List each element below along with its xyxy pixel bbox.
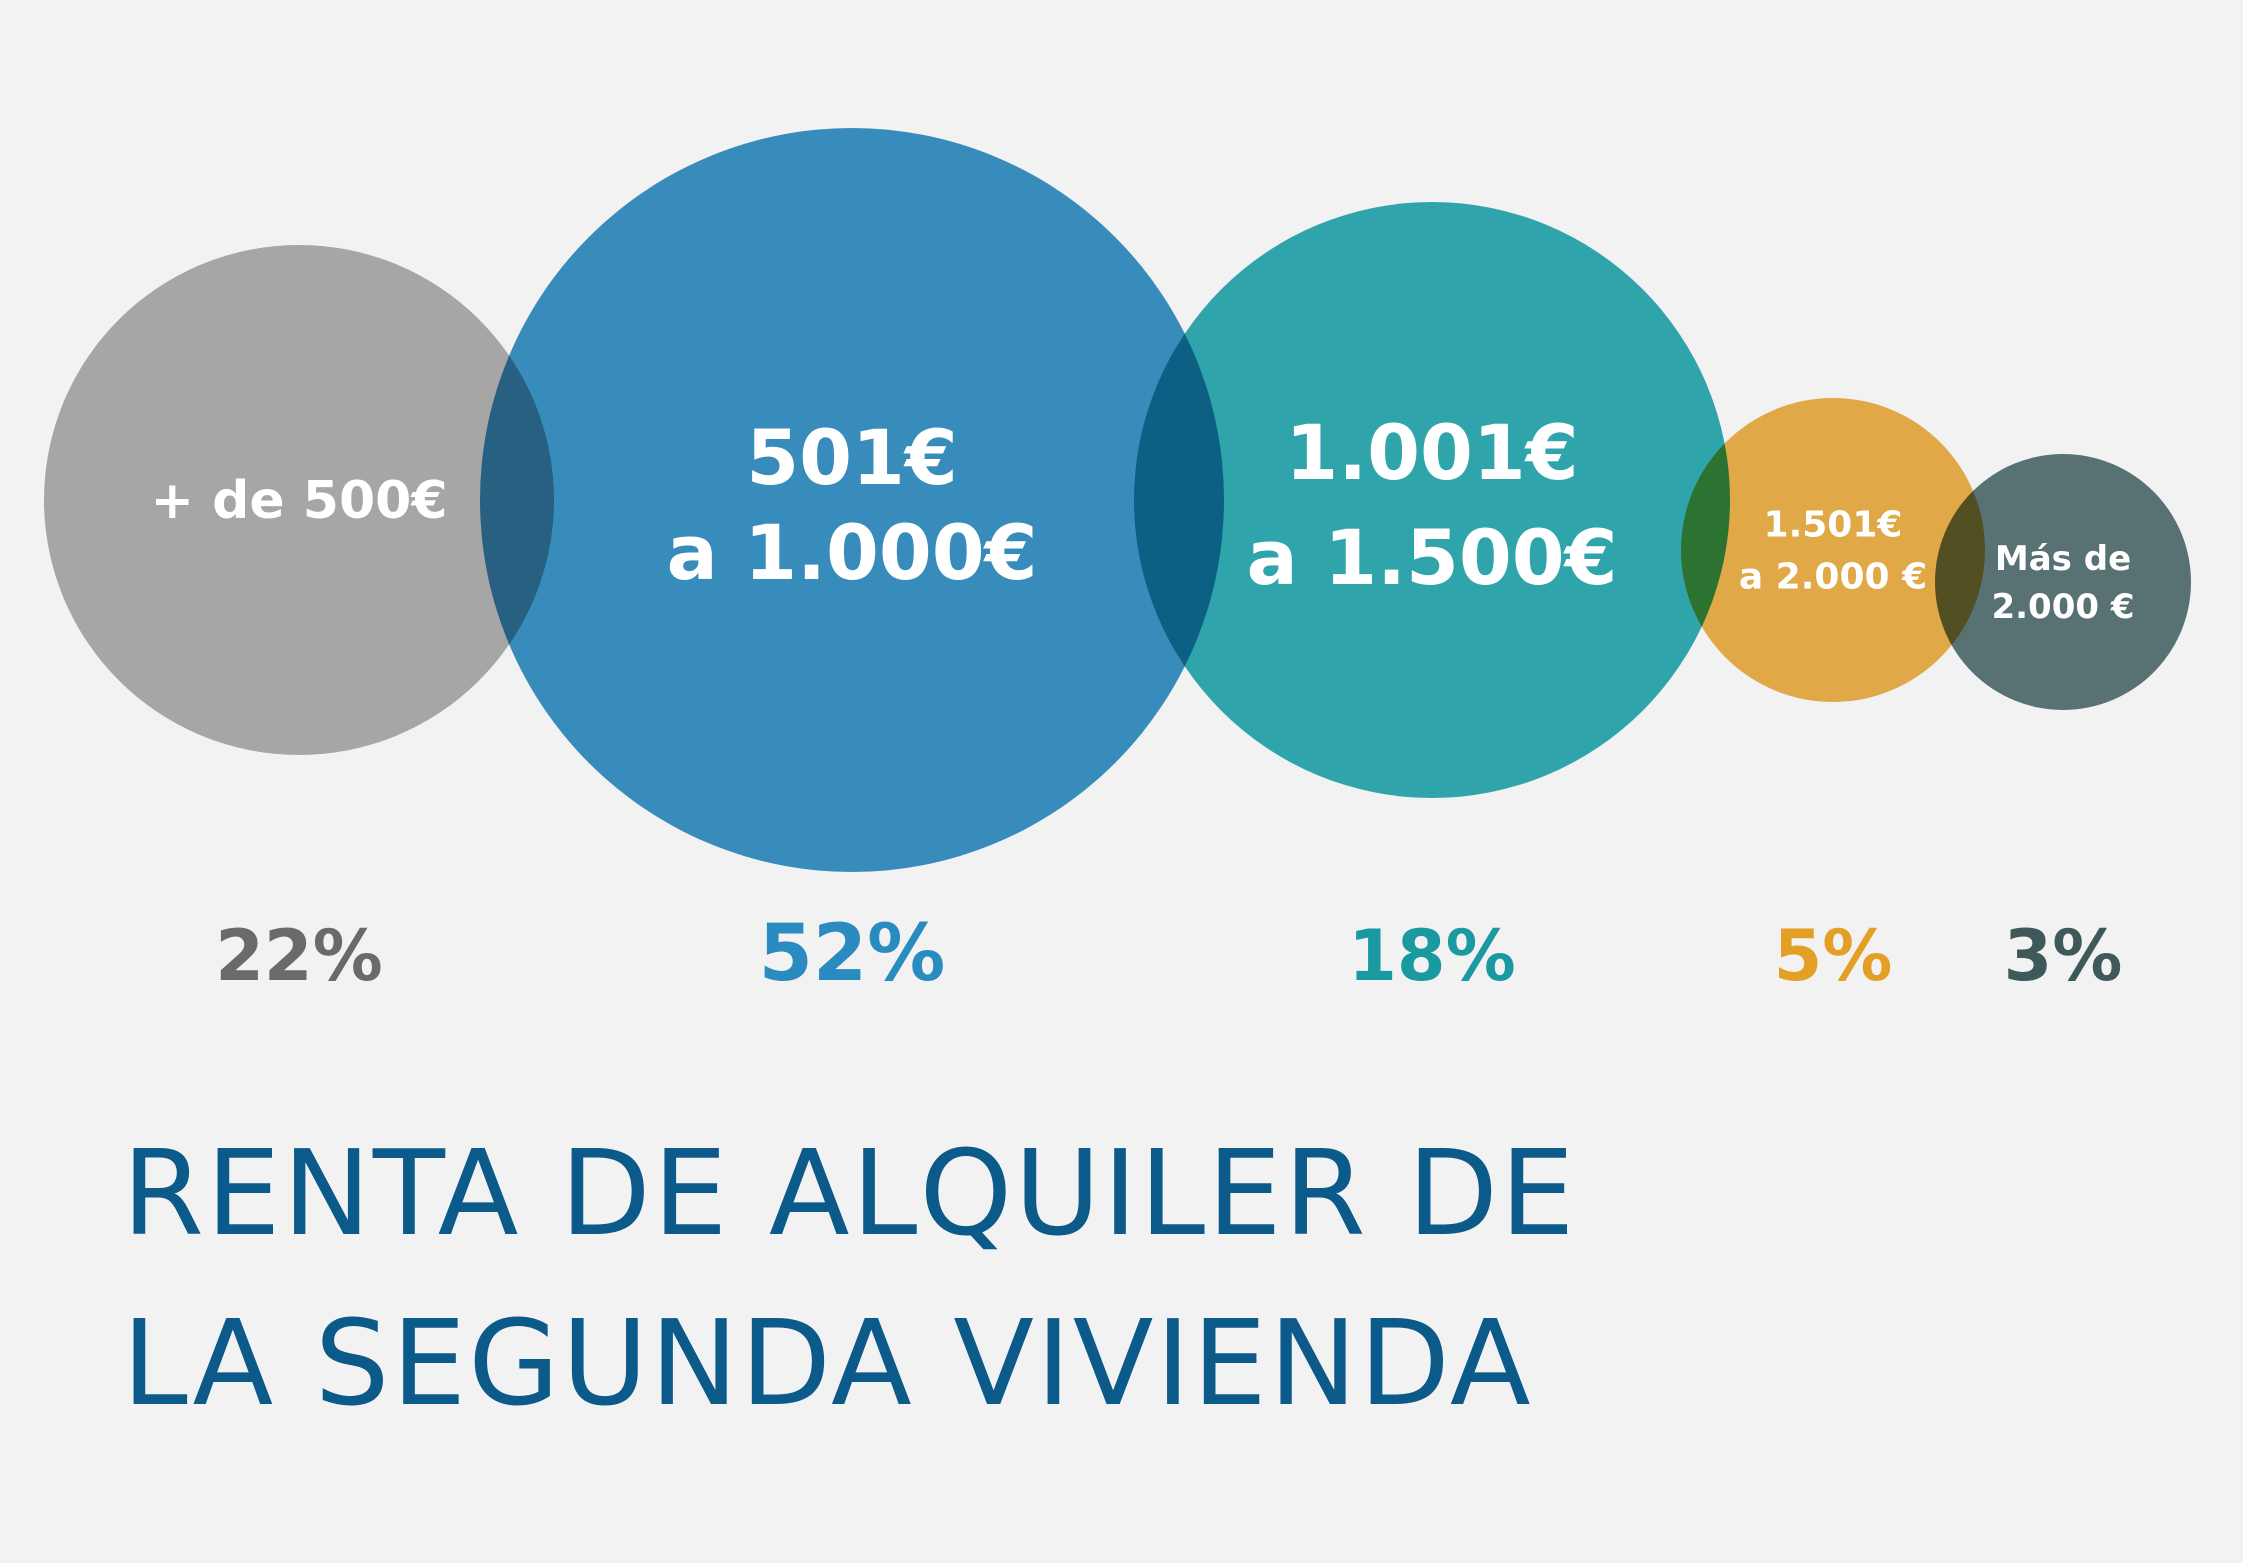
bubble-4	[1681, 398, 1985, 702]
bubble-label-5: Más de 2.000 €	[1991, 539, 2134, 627]
chart-title: RENTA DE ALQUILER DE LA SEGUNDA VIVIENDA	[122, 1124, 1577, 1432]
percentage-label-3: 18%	[1348, 915, 1516, 997]
bubble-label-2: 501€ a 1.000€	[666, 413, 1037, 597]
bubble-5	[1935, 454, 2191, 710]
percentage-label-5: 3%	[2004, 915, 2123, 997]
bubble-1	[44, 245, 554, 755]
bubble-label-3: 1.001€ a 1.500€	[1246, 408, 1617, 602]
percentage-label-2: 52%	[759, 909, 946, 999]
bubble-3	[1134, 202, 1730, 798]
percentage-label-4: 5%	[1774, 915, 1893, 997]
bubble-2	[480, 128, 1224, 872]
bubble-label-4: 1.501€ a 2.000 €	[1739, 505, 1927, 598]
percentage-label-1: 22%	[215, 915, 383, 997]
bubble-label-1: + de 500€	[151, 471, 448, 531]
